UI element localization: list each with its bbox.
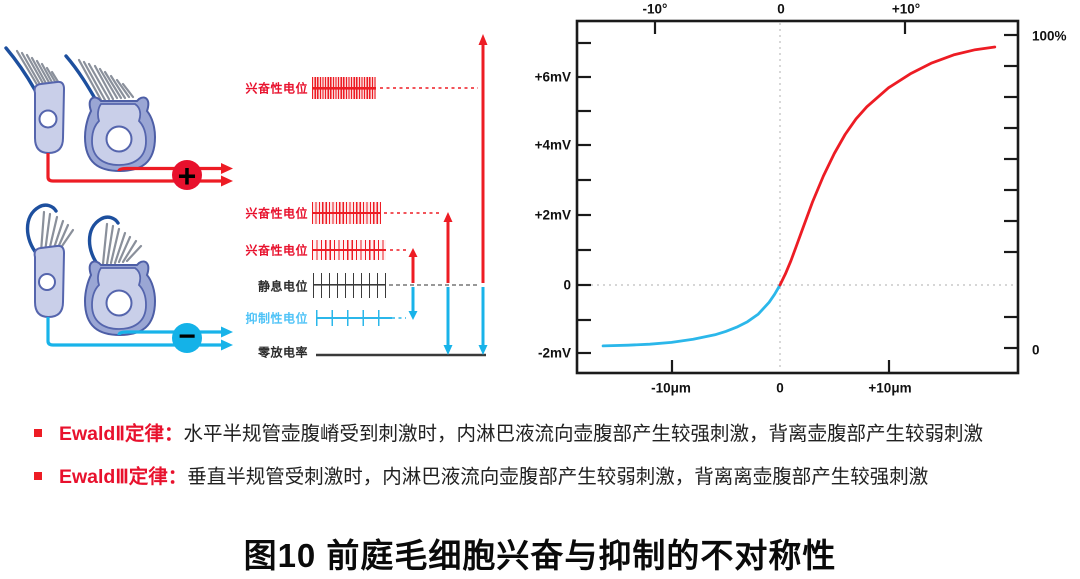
axis-ticks (578, 22, 1017, 372)
arrowhead-up-icon (443, 212, 453, 222)
spike-train-inhibitory (316, 310, 392, 326)
x-tick-bottom-plus10um: +10μm (868, 380, 912, 396)
arrowhead-down-icon (478, 345, 488, 355)
stereocilia-icon (15, 49, 62, 90)
plot-border (575, 19, 1020, 375)
nerve-fiber (46, 153, 222, 183)
label-excitatory-potential-top: 兴奋性电位 (245, 81, 308, 96)
arrowhead-right-icon (221, 339, 233, 351)
label-inhibitory-potential: 抑制性电位 (245, 311, 308, 326)
y-tick-zero-mv: 0 (563, 277, 571, 293)
arrowhead-up-icon (408, 248, 418, 257)
arrowhead-right-icon (221, 175, 233, 187)
ewald-iii-text: 垂直半规管受刺激时，内淋巴液流向壶腹部产生较弱刺激，背离离壶腹部产生较强刺激 (187, 466, 929, 488)
nerve-fiber (117, 330, 222, 336)
nerve-fiber (46, 317, 222, 347)
y-tick-plus4mv: +4mV (534, 137, 571, 153)
hair-cell-type1-inhibited (83, 215, 157, 337)
hair-cell-type2-inhibited (25, 203, 75, 319)
nucleus (105, 289, 133, 317)
label-zero-discharge-rate: 零放电率 (257, 345, 308, 360)
arrowhead-right-icon (221, 163, 233, 174)
arrowhead-down-icon (443, 345, 453, 355)
ewald-iii-row: EwaldⅢ定律：垂直半规管受刺激时，内淋巴液流向壶腹部产生较弱刺激，背离离壶腹… (28, 460, 1076, 489)
ewald-ii-term: EwaldⅡ定律： (59, 423, 184, 445)
stereocilia-icon (39, 210, 75, 254)
stereocilia-icon (101, 222, 143, 266)
kinocilium-icon (4, 46, 37, 92)
ewald-ii-text: 水平半规管壶腹嵴受到刺激时，内淋巴液流向壶腹部产生较强刺激，背离壶腹部产生较弱刺… (183, 423, 983, 445)
inhibition-minus-circle (172, 323, 202, 353)
kinocilium-icon (25, 203, 58, 256)
spike-train-excitatory-low (312, 240, 386, 260)
nucleus (105, 125, 133, 153)
potential-difference-arrows (408, 34, 488, 355)
arrowhead-right-icon (221, 326, 233, 338)
stereocilia-icon (77, 58, 135, 102)
x-tick-top-zero: 0 (777, 1, 785, 17)
curve-inhibition-blue (601, 283, 782, 348)
plus-sign: + (177, 158, 197, 194)
excitation-plus-circle (172, 160, 202, 190)
nerve-fiber (117, 166, 222, 172)
nucleus (38, 273, 56, 291)
bullet-marker-icon (34, 472, 42, 481)
ewald-iii-term: EwaldⅢ定律： (59, 466, 188, 488)
excitatory-nerve-output (46, 153, 233, 190)
potential-level-connectors (316, 87, 486, 357)
bullet-marker-icon (34, 429, 42, 438)
figure-caption: 图10 前庭毛细胞兴奋与抑制的不对称性 (243, 537, 837, 574)
arrowhead-down-icon (408, 311, 418, 320)
spike-train-resting (313, 272, 386, 298)
y-tick-plus2mv: +2mV (534, 207, 571, 223)
label-excitatory-potential-mid: 兴奋性电位 (245, 206, 308, 221)
curve-excitation-red (778, 45, 997, 287)
inhibitory-nerve-output (46, 317, 233, 353)
chart-frame (575, 19, 1020, 375)
y-right-100pct: 100% (1032, 28, 1067, 44)
label-excitatory-potential-low: 兴奋性电位 (245, 243, 308, 258)
y-right-zero: 0 (1032, 342, 1040, 358)
kinocilium-icon (87, 215, 120, 268)
label-resting-potential: 静息电位 (257, 279, 308, 294)
y-tick-minus2mv: -2mV (537, 345, 571, 361)
x-tick-bottom-minus10um: -10μm (651, 380, 691, 396)
nucleus (38, 109, 58, 129)
x-tick-top-minus10deg: -10° (642, 1, 668, 17)
spike-train-excitatory-top (312, 77, 376, 99)
x-tick-top-plus10deg: +10° (891, 1, 921, 17)
minus-sign: − (178, 320, 196, 353)
arrowhead-up-icon (478, 34, 488, 45)
x-tick-bottom-zero: 0 (776, 380, 784, 396)
ewald-ii-row: EwaldⅡ定律：水平半规管壶腹嵴受到刺激时，内淋巴液流向壶腹部产生较强刺激，背… (28, 417, 1076, 446)
y-tick-plus6mv: +6mV (534, 69, 571, 85)
hair-cell-type1-excited (64, 54, 157, 173)
spike-train-excitatory-mid (312, 202, 381, 224)
hair-cell-type2-excited (4, 46, 66, 155)
